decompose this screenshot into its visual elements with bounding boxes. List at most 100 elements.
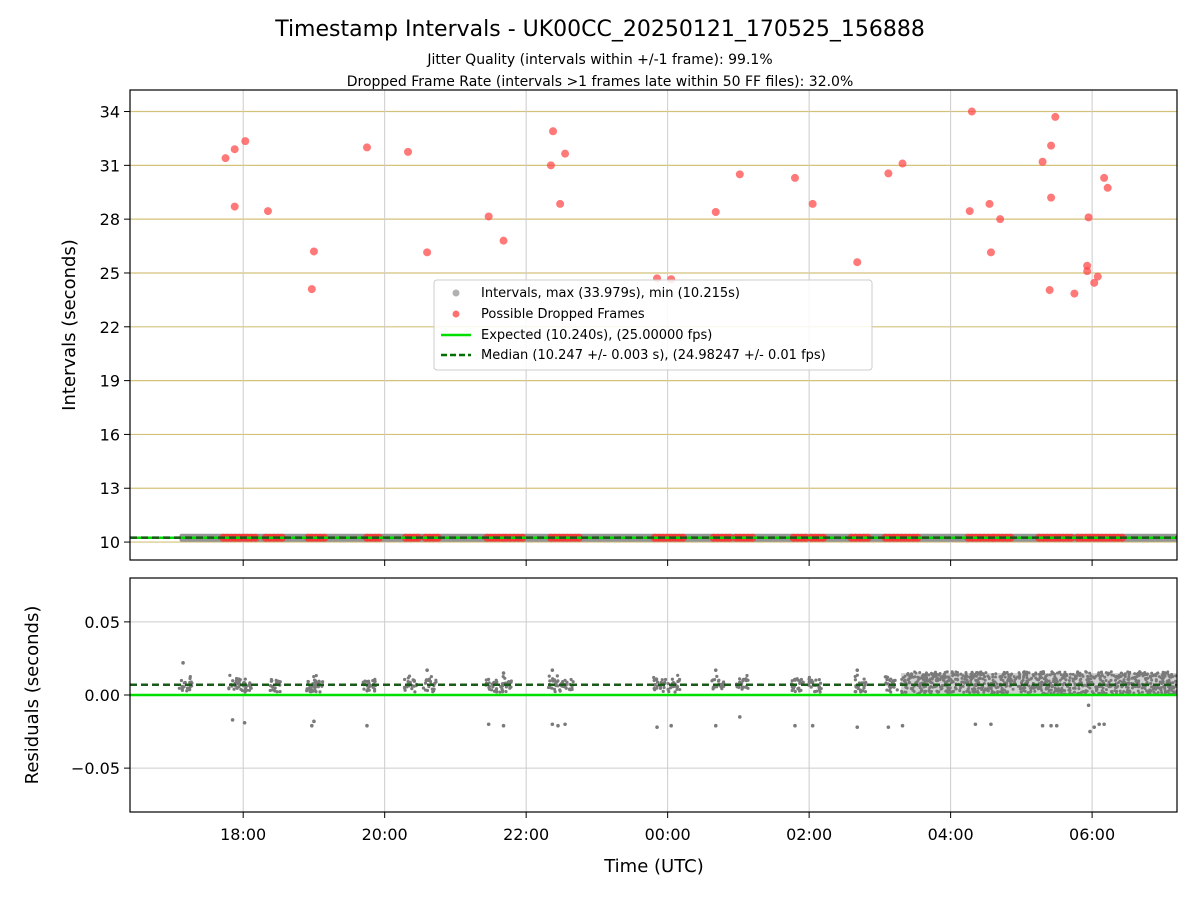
residual-point	[1078, 678, 1082, 682]
residual-point	[1096, 673, 1100, 677]
residual-point	[969, 676, 973, 680]
residual-point	[1136, 680, 1140, 684]
residual-point	[668, 686, 673, 690]
residual-point	[403, 677, 407, 682]
residual-point	[926, 679, 930, 683]
residual-point	[1161, 673, 1165, 677]
residual-point	[1019, 690, 1023, 694]
residual-point	[1034, 671, 1038, 675]
residual-point	[1051, 671, 1055, 675]
residual-point	[1071, 679, 1075, 683]
intervals-tick-label-y: 22	[100, 318, 120, 337]
residual-point	[929, 671, 933, 675]
residual-point	[1060, 676, 1064, 680]
residual-point	[711, 687, 715, 691]
dropped-frame-point	[1051, 112, 1060, 121]
residual-point	[1159, 688, 1163, 692]
residual-point	[1068, 676, 1072, 680]
residual-point	[509, 679, 513, 683]
residual-point	[790, 679, 794, 683]
residual-point	[655, 680, 660, 684]
residual-point	[1099, 670, 1103, 674]
residual-point	[969, 679, 973, 683]
residual-point	[1138, 670, 1142, 674]
residual-point	[1025, 673, 1029, 677]
residual-point	[712, 678, 717, 682]
residual-point	[556, 679, 560, 683]
residual-point	[1047, 689, 1051, 693]
residual-point	[427, 677, 432, 681]
residual-point	[1059, 673, 1063, 677]
dropped-frame-point	[499, 236, 508, 245]
residual-point	[366, 687, 370, 691]
residual-outlier-point	[669, 723, 673, 728]
residual-point	[933, 685, 937, 689]
residual-point	[923, 680, 927, 684]
dropped-frame-point	[985, 199, 994, 208]
residual-point	[1028, 690, 1032, 694]
dropped-frame-point	[965, 207, 974, 216]
residual-point	[1115, 685, 1119, 689]
dropped-frame-point	[1090, 278, 1099, 287]
chart-title: Timestamp Intervals - UK00CC_20250121_17…	[274, 17, 925, 42]
residual-point	[1010, 672, 1014, 676]
residual-point	[974, 690, 978, 694]
residual-point	[884, 682, 888, 686]
residual-point	[1005, 670, 1009, 674]
residual-point	[1040, 680, 1044, 684]
residual-outlier-point	[1040, 723, 1045, 728]
residual-point	[1156, 691, 1160, 695]
residual-outlier-point	[900, 723, 905, 728]
residual-point	[1016, 684, 1020, 688]
residual-point	[421, 686, 426, 690]
residual-point	[564, 686, 568, 690]
residual-point	[1021, 675, 1025, 679]
residual-outlier-point	[501, 723, 506, 728]
dropped-frame-point	[967, 107, 976, 116]
residual-outlier-point	[793, 723, 797, 728]
residuals-tick-label-y: −0.05	[71, 759, 120, 778]
dropped-frame-point	[808, 199, 817, 208]
residual-point	[912, 690, 916, 694]
residual-point	[977, 677, 981, 681]
residual-point	[1017, 671, 1021, 675]
dropped-frame-point	[853, 258, 862, 267]
residual-point	[1086, 675, 1090, 679]
residual-point	[885, 675, 890, 679]
residual-point	[981, 672, 985, 676]
residual-point	[228, 673, 232, 677]
residual-point	[1140, 686, 1144, 690]
residual-point	[911, 686, 915, 690]
residual-point	[188, 676, 192, 681]
residual-outlier-point	[563, 722, 567, 727]
residual-point	[1050, 685, 1054, 689]
residual-point	[738, 677, 742, 681]
residual-point	[810, 678, 814, 682]
residual-point	[1022, 685, 1026, 689]
residual-point	[558, 689, 562, 693]
residual-point	[976, 691, 980, 695]
residual-point	[1055, 680, 1059, 684]
residual-point	[1073, 682, 1077, 686]
residual-point	[945, 680, 949, 684]
residual-point	[313, 679, 317, 683]
residual-point	[1127, 677, 1131, 681]
residual-point	[1029, 686, 1033, 690]
dropped-frame-point	[790, 173, 799, 182]
legend-dropped-label: Possible Dropped Frames	[481, 307, 645, 322]
residual-point	[740, 685, 744, 689]
residual-point	[1044, 675, 1048, 679]
dropped-frame-point	[556, 199, 565, 208]
residual-point	[276, 679, 280, 683]
residual-point	[981, 685, 985, 689]
residual-point	[1163, 671, 1167, 675]
residual-outlier-point	[713, 668, 718, 672]
residual-point	[949, 678, 953, 682]
residual-outlier-point	[1049, 723, 1053, 728]
residual-point	[1053, 689, 1057, 693]
residual-point	[1057, 689, 1061, 693]
dropped-frame-point	[884, 169, 893, 178]
residual-point	[670, 677, 674, 681]
residual-outlier-point	[1054, 723, 1059, 728]
residual-point	[402, 686, 407, 690]
